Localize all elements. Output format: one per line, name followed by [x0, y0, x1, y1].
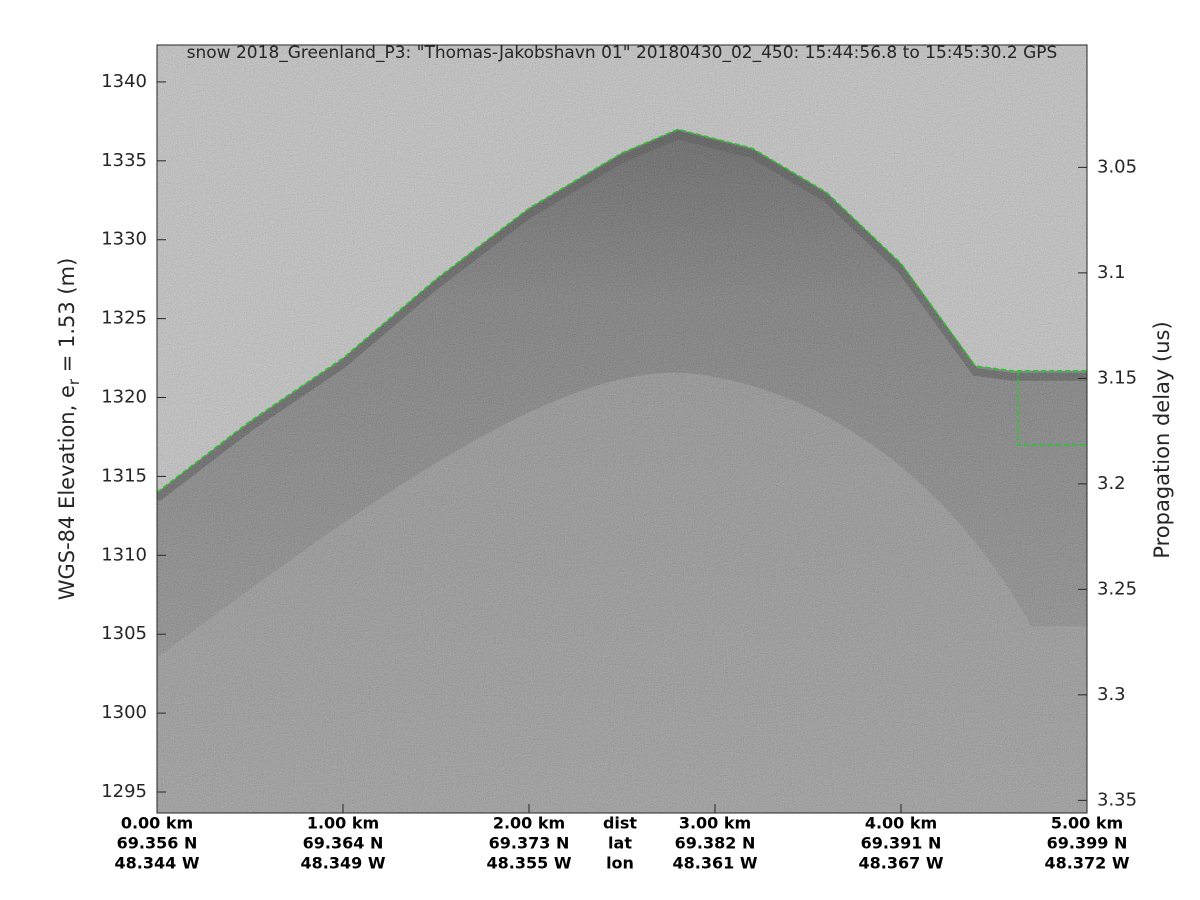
y2-axis-label: Propagation delay (us): [1150, 321, 1174, 558]
surface-line: [157, 128, 1087, 493]
lat-label: 69.364 N: [303, 834, 384, 853]
lat-label: 69.356 N: [117, 834, 198, 853]
x-tick-label: 0.00 km: [121, 814, 193, 833]
y2-tick-label: 3.1: [1097, 262, 1126, 283]
y-label-rest: = 1.53 (m): [55, 258, 79, 379]
lon-label: 48.372 W: [1045, 854, 1130, 873]
lon-label: 48.361 W: [673, 854, 758, 873]
y-tick-label: 1335: [101, 150, 147, 171]
x-tick-label: 4.00 km: [865, 814, 937, 833]
row-label: lat: [608, 834, 632, 853]
plot-frame: [156, 44, 1088, 814]
x-tick-label: 3.00 km: [679, 814, 751, 833]
y-axis-label: WGS-84 Elevation, er = 1.53 (m): [55, 258, 83, 601]
y-tick-label: 1325: [101, 308, 147, 329]
y2-tick-label: 3.05: [1097, 156, 1137, 177]
y-tick-label: 1315: [101, 465, 147, 486]
y-tick-label: 1295: [101, 781, 147, 802]
noise: [157, 45, 1087, 813]
x-tick-label: 1.00 km: [307, 814, 379, 833]
lat-label: 69.382 N: [675, 834, 756, 853]
y-tick-label: 1300: [101, 702, 147, 723]
y-tick-label: 1305: [101, 623, 147, 644]
y-tick-label: 1330: [101, 229, 147, 250]
x-tick-label: 5.00 km: [1051, 814, 1123, 833]
y-tick-label: 1340: [101, 71, 147, 92]
y-tick-label: 1310: [101, 544, 147, 565]
echogram: [157, 45, 1087, 813]
y2-tick-label: 3.3: [1097, 684, 1126, 705]
y-tick-label: 1320: [101, 387, 147, 408]
lon-label: 48.367 W: [859, 854, 944, 873]
lon-label: 48.355 W: [487, 854, 572, 873]
lon-label: 48.349 W: [301, 854, 386, 873]
lon-label: 48.344 W: [115, 854, 200, 873]
x-tick-label: 2.00 km: [493, 814, 565, 833]
row-label: lon: [606, 854, 634, 873]
y-label-main: WGS-84 Elevation, e: [55, 385, 79, 600]
lat-label: 69.399 N: [1047, 834, 1128, 853]
lat-label: 69.391 N: [861, 834, 942, 853]
y2-tick-label: 3.15: [1097, 367, 1137, 388]
y2-tick-label: 3.2: [1097, 473, 1126, 494]
lat-label: 69.373 N: [489, 834, 570, 853]
chart-title: snow 2018_Greenland_P3: "Thomas-Jakobsha…: [187, 43, 1058, 63]
row-label: dist: [603, 814, 637, 833]
y-label-sub: r: [65, 378, 83, 385]
y2-tick-label: 3.25: [1097, 578, 1137, 599]
y2-tick-label: 3.35: [1097, 789, 1137, 810]
